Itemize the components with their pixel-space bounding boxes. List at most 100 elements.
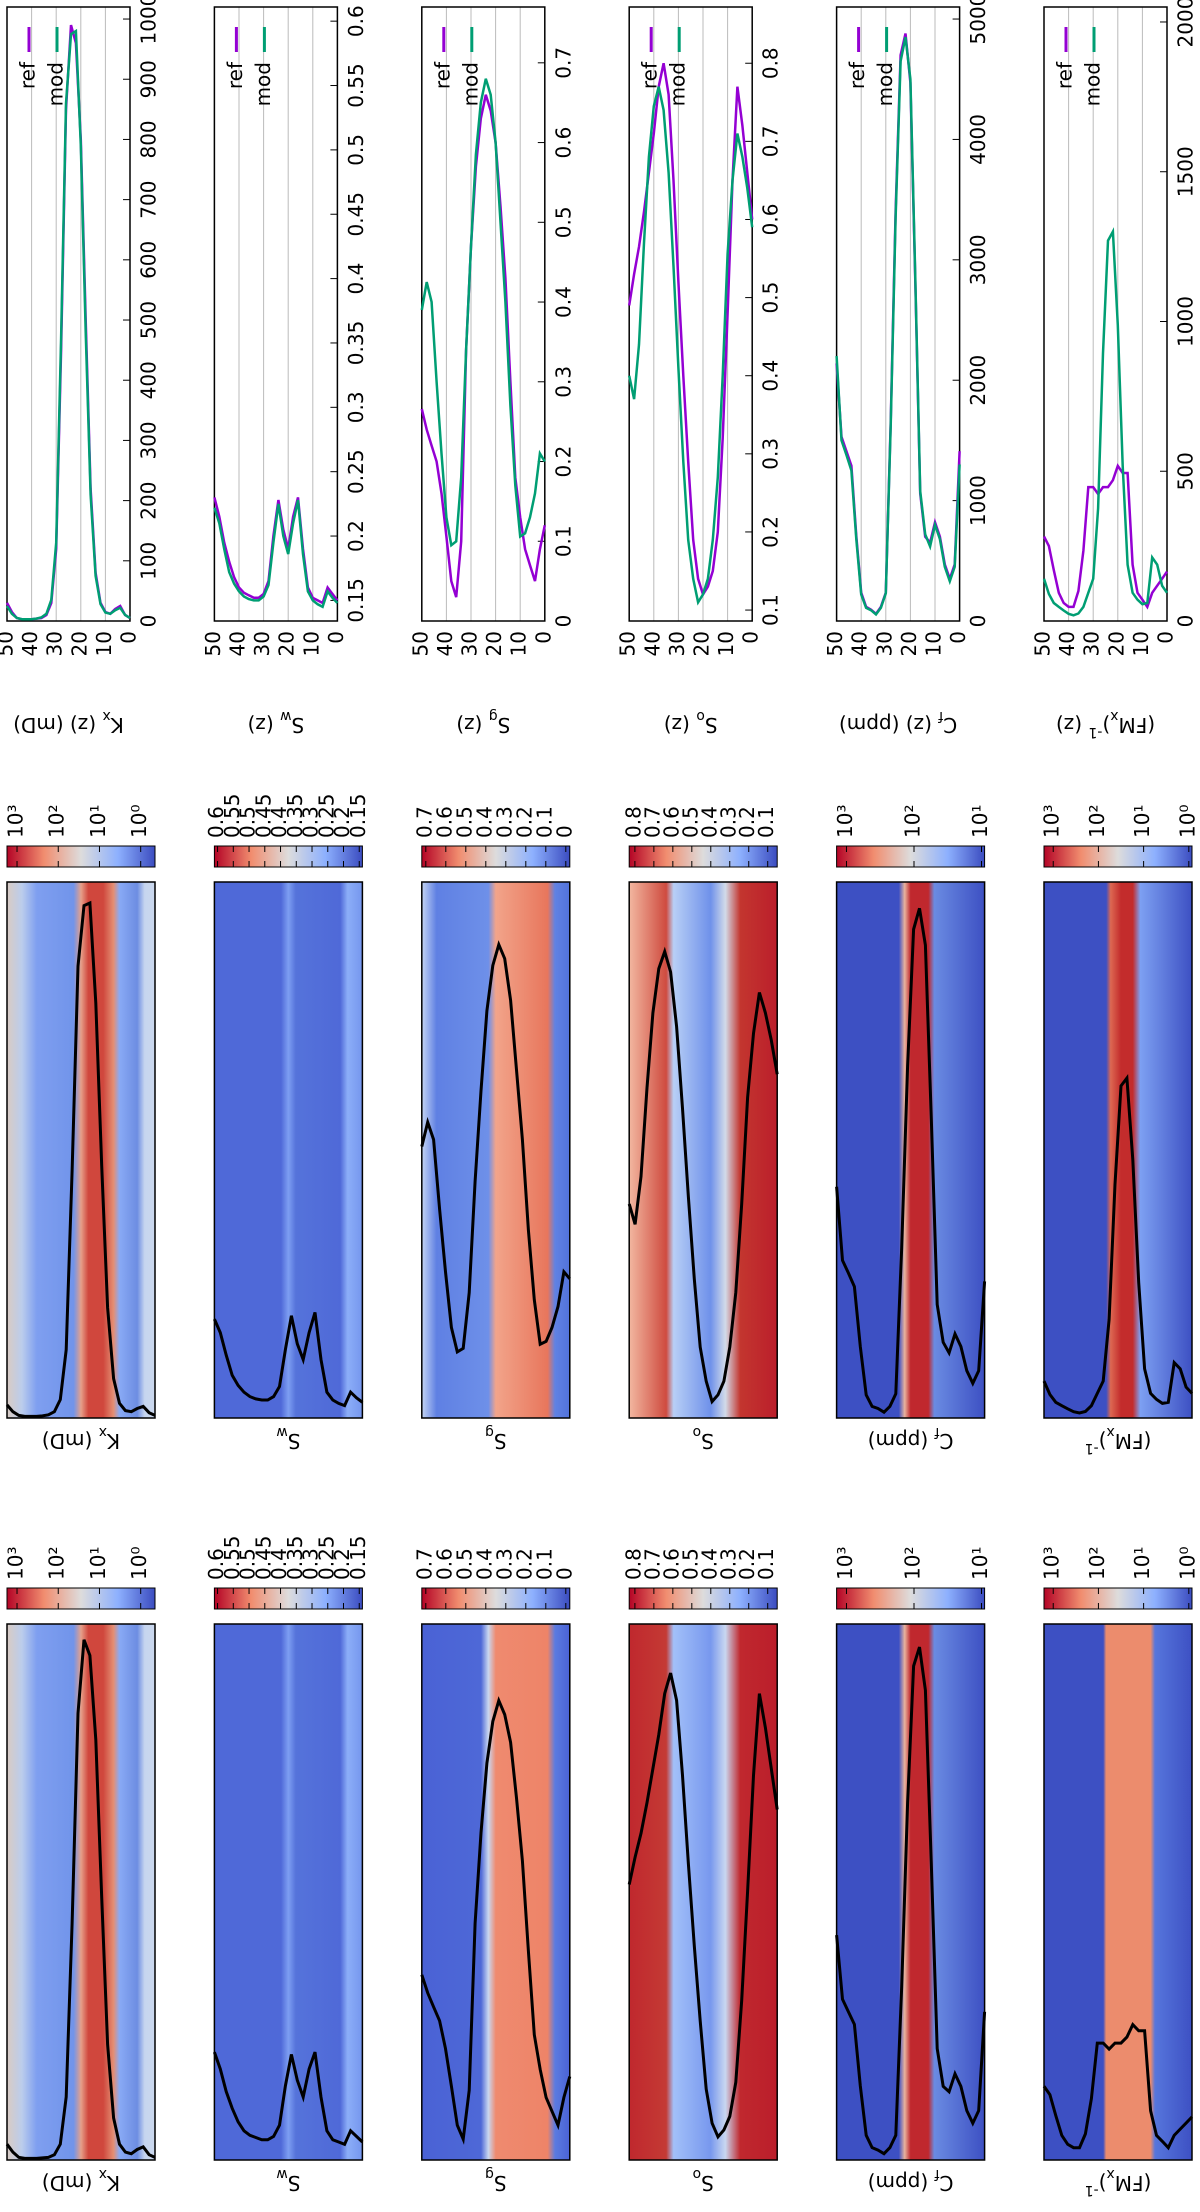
colorbar-label: 10⁰ — [127, 1547, 151, 1580]
label-part: ) — [1099, 2172, 1107, 2196]
colorbar-label: 0.45 — [251, 1535, 275, 1580]
label-part: (FM — [1118, 714, 1155, 738]
label-part: S — [288, 2172, 301, 2196]
colorbar-label: 0.45 — [251, 793, 275, 838]
label-part: C — [940, 2172, 954, 2196]
colorbar-label: 10² — [900, 1547, 924, 1580]
map-overlay-line — [5, 1639, 156, 2160]
colorbar-label: 0.6 — [204, 1548, 228, 1580]
legend-label: ref — [845, 61, 869, 89]
label-part: (mD) — [42, 2172, 99, 2196]
colorbar-label: 0.5 — [452, 1548, 476, 1580]
axis-label: Sg — [485, 1424, 507, 1454]
colorbar-label: 10³ — [1040, 805, 1064, 838]
y-tick-label: 10 — [714, 631, 738, 656]
legend-label: mod — [873, 62, 897, 106]
x-tick-label: 0.4 — [759, 360, 783, 392]
plot-frame — [6, 6, 131, 622]
colorbar — [6, 845, 156, 868]
colorbar-label: 0.55 — [220, 1535, 244, 1580]
colorbar — [213, 845, 363, 868]
x-tick-label: 1000 — [966, 475, 990, 526]
y-tick-label: 0 — [531, 631, 555, 644]
x-tick-label: 0.6 — [551, 127, 575, 159]
profile-line — [420, 94, 547, 598]
map-overlay-line — [212, 2051, 364, 2147]
legend-label: ref — [1053, 61, 1077, 89]
colorbar-label: 0.2 — [330, 1548, 354, 1580]
y-tick-label: 30 — [1080, 631, 1104, 656]
colorbar-label: 10¹ — [1130, 805, 1154, 838]
colorbar-label: 10² — [45, 805, 69, 838]
axis-label: Kx (mD) — [42, 2166, 120, 2196]
map-overlay-line — [213, 1311, 364, 1408]
colorbar-label: 0 — [552, 825, 576, 838]
colorbar-label: 0.3 — [492, 1548, 516, 1580]
colorbar-label: 0.55 — [220, 793, 244, 838]
x-tick-label: 500 — [1174, 452, 1198, 490]
label-part: S — [498, 714, 511, 738]
colorbar-label: 0.5 — [452, 806, 476, 838]
x-tick-label: 0.1 — [759, 594, 783, 626]
x-tick-label: 900 — [137, 60, 161, 98]
colorbar-label: 0.2 — [735, 1548, 759, 1580]
heat-map — [213, 1623, 364, 2161]
axis-label: Cf (ppm) — [868, 2166, 954, 2196]
x-tick-label: 1000 — [137, 0, 161, 44]
label-part: x — [1110, 708, 1118, 724]
x-tick-label: 500 — [137, 301, 161, 339]
label-part: ) — [1099, 1430, 1107, 1454]
y-tick-label: 50 — [0, 631, 18, 656]
y-tick-label: 30 — [872, 631, 896, 656]
axis-label: So (z) — [664, 708, 718, 738]
axis-label: Sg — [485, 2166, 507, 2196]
colorbar-label: 10¹ — [1130, 1547, 1154, 1580]
map-overlay-line — [1042, 1074, 1194, 1415]
plot-frame — [835, 6, 961, 622]
heat-map — [6, 881, 156, 1419]
colorbar-label: 0.4 — [472, 1548, 496, 1580]
map-overlay-line — [420, 1696, 572, 2145]
colorbar-label: 0.3 — [716, 1548, 740, 1580]
label-part: (mD) — [42, 1430, 99, 1454]
colorbar-label: 0.6 — [432, 806, 456, 838]
x-tick-label: 0.45 — [344, 192, 368, 237]
colorbar-label: 10³ — [833, 805, 857, 838]
heat-map — [628, 881, 778, 1419]
x-tick-label: 4000 — [966, 114, 990, 165]
axis-label: Sg (z) — [456, 708, 510, 738]
label-part: K — [106, 1430, 120, 1454]
legend-label: mod — [458, 62, 482, 106]
y-tick-label: 10 — [1129, 631, 1153, 656]
colorbar-label: 0.2 — [735, 806, 759, 838]
label-part: (FM — [1115, 2172, 1152, 2196]
y-tick-label: 40 — [1055, 631, 1079, 656]
colorbar-label: 0.4 — [697, 1548, 721, 1580]
label-part: o — [693, 2166, 702, 2182]
colorbar-label: 0.5 — [236, 806, 260, 838]
label-part: (z) (ppm) — [839, 714, 938, 738]
colorbar — [421, 845, 571, 868]
x-tick-label: 0.5 — [759, 282, 783, 314]
legend-label: mod — [666, 62, 690, 106]
heat-map — [628, 1623, 778, 2161]
plot-frame — [1043, 6, 1168, 622]
axis-label: Kx (z) (mD) — [13, 708, 124, 738]
label-part: (z) (mD) — [13, 714, 102, 738]
y-tick-label: 20 — [67, 631, 91, 656]
map-overlay-line — [627, 1672, 779, 2140]
map-overlay-line — [1042, 2021, 1194, 2151]
y-tick-label: 10 — [507, 631, 531, 656]
x-tick-label: 0.6 — [344, 5, 368, 37]
heat-map — [835, 1623, 986, 2161]
x-tick-label: 0.5 — [344, 134, 368, 166]
x-tick-label: 0.1 — [551, 525, 575, 557]
colorbar-label: 10¹ — [86, 1547, 110, 1580]
colorbar-label: 0.6 — [659, 806, 683, 838]
label-part: C — [940, 1430, 954, 1454]
colorbar-label: 0.3 — [492, 806, 516, 838]
colorbar-label: 0.25 — [314, 1535, 338, 1580]
colorbar-label: 0.2 — [512, 806, 536, 838]
x-tick-label: 0.7 — [551, 47, 575, 79]
